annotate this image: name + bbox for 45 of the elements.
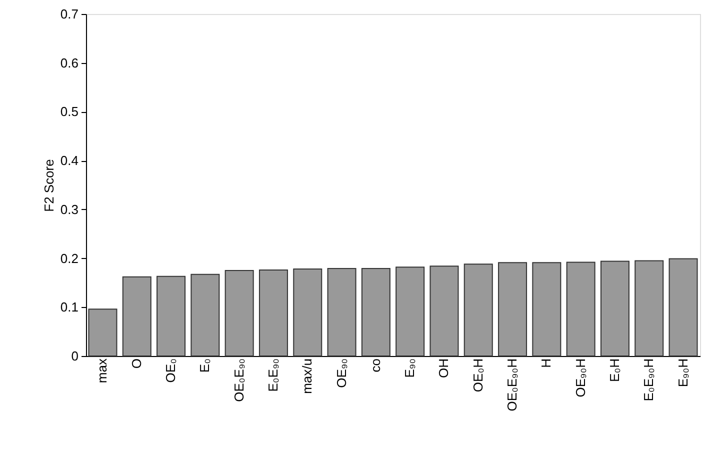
y-tick-label: 0.1 [60, 300, 78, 315]
x-tick-label: E₀ [197, 358, 212, 373]
bar [88, 308, 118, 356]
x-tick-label: E₉₀H [675, 358, 690, 388]
x-tick-label: OE₀E₉₀H [504, 358, 520, 412]
bar [122, 276, 152, 356]
x-tick-label: max [94, 358, 110, 384]
y-axis-title: F2 Score [41, 159, 56, 212]
y-tick-label: 0 [71, 348, 78, 364]
x-tick-label: OH [436, 358, 452, 378]
bar [464, 264, 493, 356]
x-tick-label: E₉₀ [402, 358, 418, 378]
bar [327, 268, 356, 356]
y-tick-label: 0.4 [60, 153, 78, 168]
y-tick-label: 0.6 [60, 55, 78, 70]
bar [190, 274, 220, 356]
x-tick-label: OE₉₀ [334, 358, 349, 388]
bar [668, 258, 698, 356]
x-tick-label: E₀E₉₀H [641, 358, 656, 402]
bar [532, 262, 562, 356]
y-tick-label: 0.2 [60, 250, 78, 266]
bar [361, 268, 390, 356]
bar [498, 262, 528, 356]
x-tick-label: O [128, 358, 144, 369]
bar [634, 260, 664, 356]
x-tick-label: co [368, 358, 383, 372]
x-tick-label: OE₀H [470, 358, 486, 392]
bar [430, 266, 459, 356]
x-tick-label: E₀H [606, 358, 622, 382]
bar [224, 270, 254, 356]
x-tick-label: H [538, 358, 554, 368]
x-tick-label: OE₀E₉₀ [231, 358, 246, 402]
bar [156, 276, 186, 356]
x-tick-label: OE₉₀H [572, 358, 588, 398]
x-tick-label: OE₀ [163, 358, 178, 383]
bar [258, 270, 288, 356]
y-tick-label: 0.7 [60, 6, 78, 22]
y-tick-label: 0.5 [60, 104, 78, 120]
bar [566, 262, 596, 356]
x-tick-label: max/u [300, 358, 315, 394]
bar [396, 266, 425, 356]
x-tick-label: E₀E₉₀ [265, 358, 280, 392]
bar [293, 268, 322, 356]
y-tick-label: 0.3 [60, 202, 78, 217]
bar [600, 260, 630, 356]
